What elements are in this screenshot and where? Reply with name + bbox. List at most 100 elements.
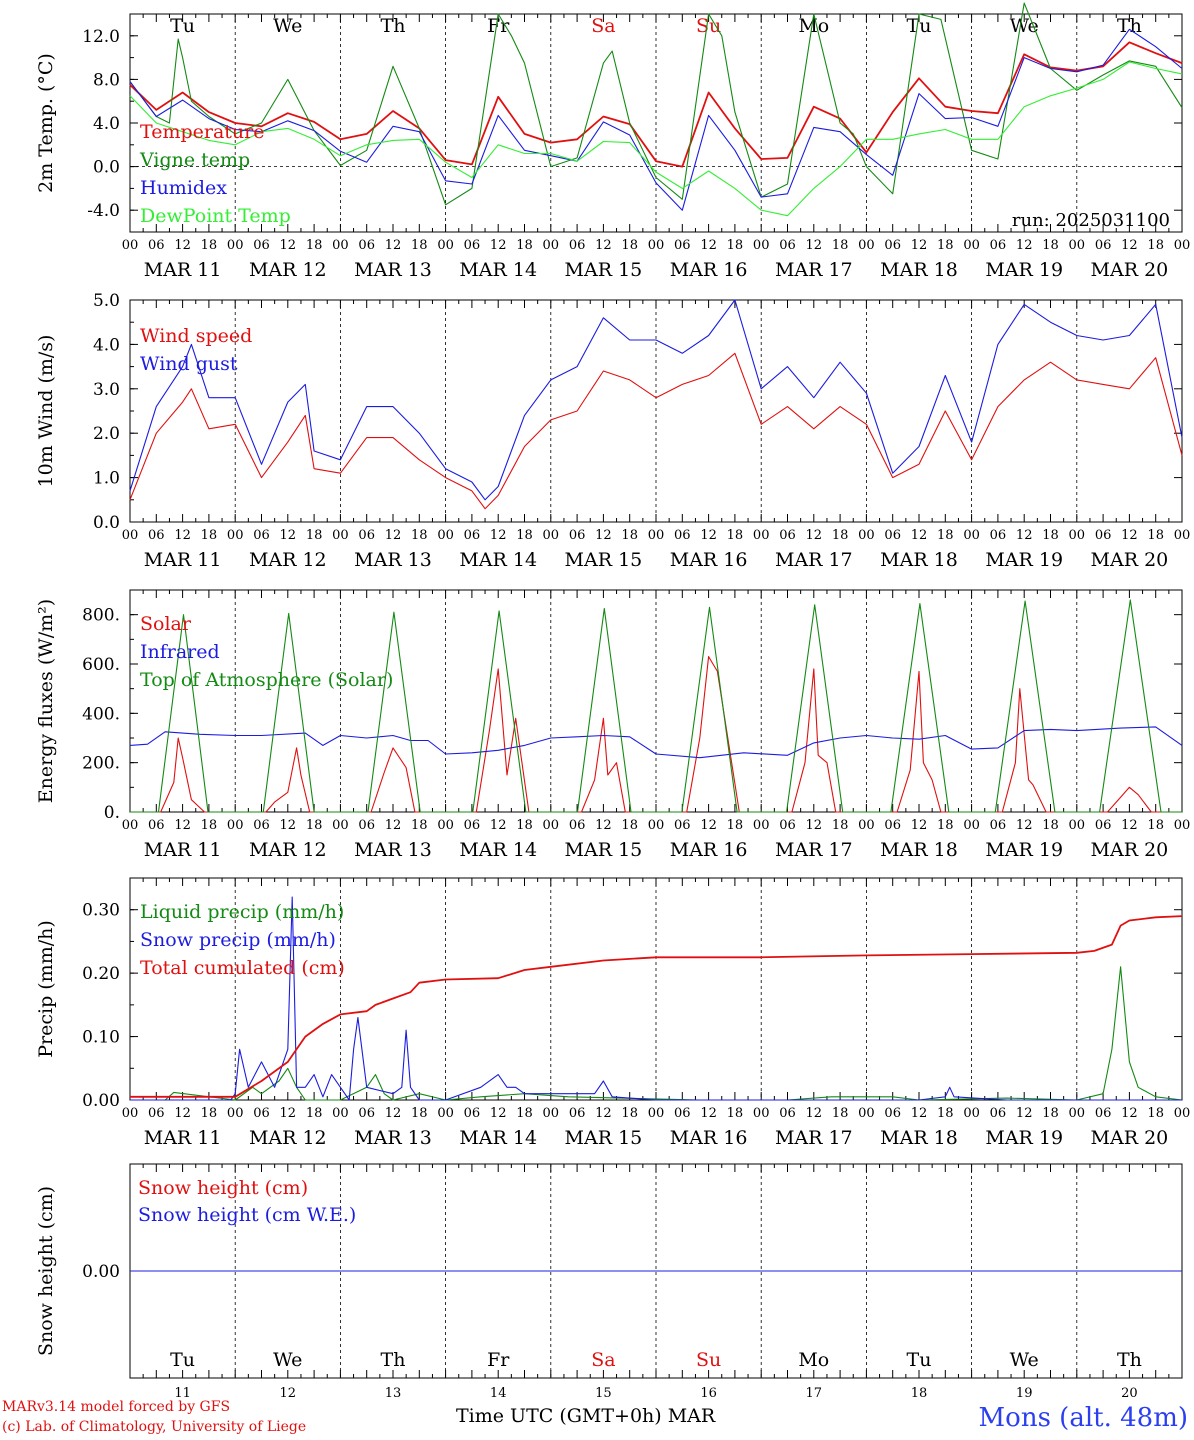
weekday-label: Th [381,15,406,37]
hour-tick-label: 00 [437,528,454,543]
hour-tick-label: 00 [1069,528,1086,543]
weekday-label: Fr [487,1349,510,1371]
hour-tick-label: 00 [437,818,454,833]
y-axis-label: 2m Temp. (°C) [35,53,57,193]
hour-tick-label: 00 [1069,238,1086,253]
series-line [130,915,1183,1098]
date-label: MAR 17 [775,839,853,861]
hour-tick-label: 06 [569,238,586,253]
hour-tick-label: 18 [1147,528,1164,543]
y-tick-label: 0. [104,803,120,823]
date-label: MAR 16 [670,1127,748,1149]
y-tick-label: 3.0 [93,380,120,400]
y-tick-label: 0.0 [93,158,120,178]
weekday-label: Sa [591,15,615,37]
y-tick-label: -4.0 [87,201,120,221]
hour-tick-label: 18 [937,238,954,253]
weekday-label: We [273,1349,302,1371]
location-label: Mons (alt. 48m) [978,1403,1188,1433]
hour-tick-label: 00 [1174,1106,1191,1121]
hour-tick-label: 18 [516,528,533,543]
hour-tick-label: 00 [648,528,665,543]
day-number-label: 18 [911,1386,928,1401]
series-line [129,726,1183,759]
date-label: MAR 15 [565,1127,643,1149]
y-tick-label: 0.0 [93,513,120,533]
hour-tick-label: 00 [858,238,875,253]
hour-tick-label: 18 [201,528,218,543]
hour-tick-label: 12 [1121,1106,1138,1121]
date-label: MAR 12 [249,1127,327,1149]
hour-tick-label: 12 [806,528,823,543]
hour-tick-label: 00 [122,1106,139,1121]
hour-tick-label: 18 [832,238,849,253]
hour-tick-label: 12 [1016,818,1033,833]
date-label: MAR 15 [565,839,643,861]
hour-tick-label: 18 [1147,1106,1164,1121]
hour-tick-label: 06 [779,818,796,833]
hour-tick-label: 06 [1095,1106,1112,1121]
hour-tick-label: 00 [963,528,980,543]
hour-tick-label: 06 [358,528,375,543]
hour-tick-label: 00 [332,238,349,253]
y-axis-label: Energy fluxes (W/m²) [35,599,57,803]
hour-tick-label: 00 [332,818,349,833]
y-tick-label: 8.0 [93,70,120,90]
legend-entry: Solar [140,613,192,635]
hour-tick-label: 18 [411,818,428,833]
date-label: MAR 17 [775,549,853,571]
hour-tick-label: 00 [963,1106,980,1121]
legend-entry: Snow height (cm) [138,1177,308,1199]
hour-tick-label: 12 [595,238,612,253]
date-label: MAR 14 [459,839,537,861]
date-label: MAR 20 [1091,259,1169,281]
date-label: MAR 16 [670,549,748,571]
weekday-label: Fr [487,15,510,37]
time-axis-label: Time UTC (GMT+0h) MAR [456,1405,716,1427]
hour-tick-label: 00 [437,1106,454,1121]
series-line [130,599,1182,813]
hour-tick-label: 06 [253,818,270,833]
y-axis-label: Precip (mm/h) [35,920,57,1058]
date-label: MAR 17 [775,259,853,281]
hour-tick-label: 06 [990,238,1007,253]
hour-tick-label: 06 [884,528,901,543]
hour-tick-label: 00 [122,818,139,833]
y-tick-label: 0.20 [82,964,120,984]
hour-tick-label: 12 [1016,1106,1033,1121]
hour-tick-label: 06 [1095,818,1112,833]
hour-tick-label: 06 [674,818,691,833]
hour-tick-label: 06 [884,238,901,253]
hour-tick-label: 06 [464,238,481,253]
hour-tick-label: 12 [595,528,612,543]
day-number-label: 20 [1121,1386,1138,1401]
hour-tick-label: 00 [332,1106,349,1121]
hour-tick-label: 00 [543,818,560,833]
hour-tick-label: 06 [1095,238,1112,253]
hour-tick-label: 18 [832,528,849,543]
date-label: MAR 12 [249,549,327,571]
hour-tick-label: 00 [753,238,770,253]
hour-tick-label: 00 [753,1106,770,1121]
weekday-label: Mo [798,1349,829,1371]
hour-tick-label: 12 [385,1106,402,1121]
date-label: MAR 14 [459,259,537,281]
hour-tick-label: 12 [490,238,507,253]
hour-tick-label: 12 [1121,528,1138,543]
legend-entry: Liquid precip (mm/h) [140,901,344,923]
weekday-label: Sa [591,1349,615,1371]
hour-tick-label: 00 [858,818,875,833]
hour-tick-label: 00 [753,528,770,543]
date-label: MAR 19 [985,839,1063,861]
hour-tick-label: 06 [253,528,270,543]
hour-tick-label: 12 [595,1106,612,1121]
hour-tick-label: 06 [148,528,165,543]
weekday-label: We [273,15,302,37]
weekday-label: Tu [907,1349,932,1371]
series-line [130,896,1182,1101]
hour-tick-label: 00 [648,238,665,253]
hour-tick-label: 06 [884,818,901,833]
hour-tick-label: 06 [148,238,165,253]
hour-tick-label: 18 [411,238,428,253]
hour-tick-label: 06 [674,528,691,543]
